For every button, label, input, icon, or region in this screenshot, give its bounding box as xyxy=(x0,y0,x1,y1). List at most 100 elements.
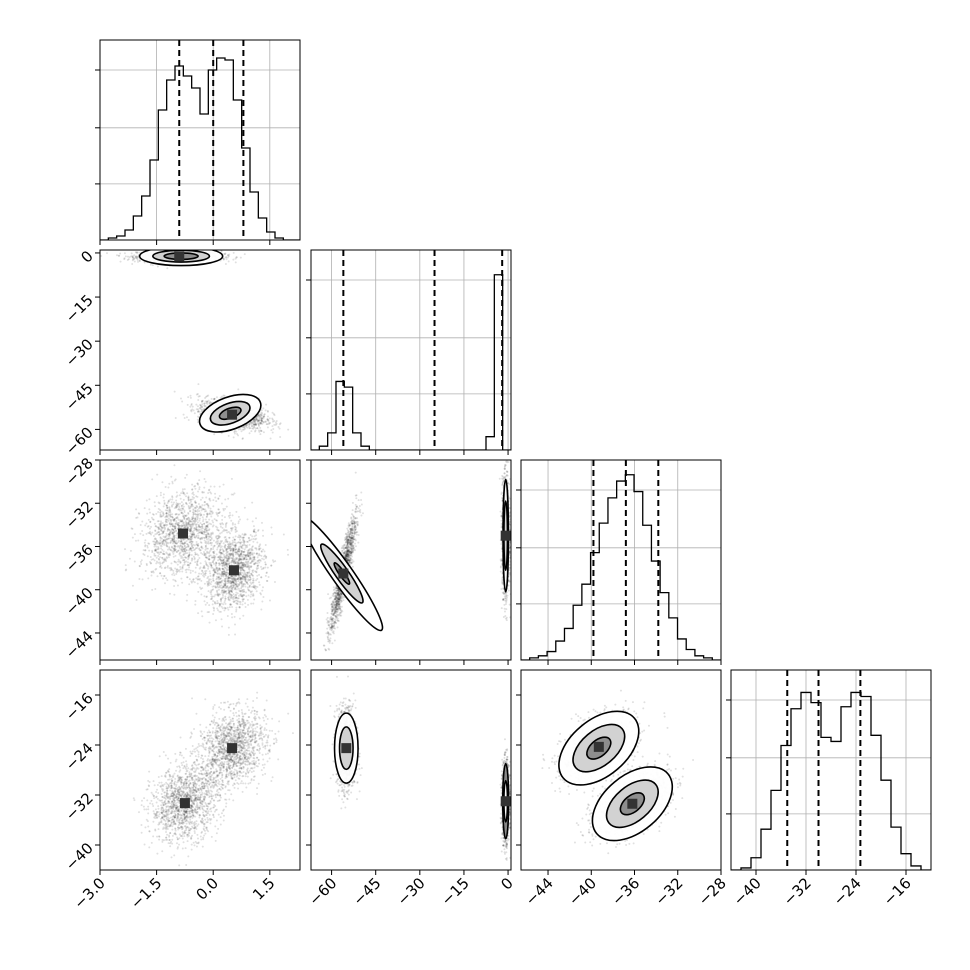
sample-point xyxy=(126,255,129,258)
sample-point xyxy=(174,505,177,508)
sample-point xyxy=(229,593,232,596)
sample-point xyxy=(211,589,214,592)
sample-point xyxy=(170,528,173,531)
sample-point xyxy=(196,517,199,520)
sample-point xyxy=(210,397,213,400)
sample-point xyxy=(199,404,202,407)
sample-point xyxy=(134,539,137,542)
sample-point xyxy=(258,583,261,586)
sample-point xyxy=(189,525,192,528)
sample-point xyxy=(206,529,209,532)
sample-point xyxy=(242,428,245,431)
sample-point xyxy=(199,537,202,540)
sample-point xyxy=(188,529,191,532)
sample-point xyxy=(190,505,193,508)
sample-point xyxy=(165,556,168,559)
sample-point xyxy=(197,514,200,517)
sample-point xyxy=(192,555,195,558)
sample-point xyxy=(201,570,204,573)
sample-point xyxy=(153,501,156,504)
sample-point xyxy=(251,424,254,427)
sample-point xyxy=(166,515,169,518)
sample-point xyxy=(223,558,226,561)
sample-point xyxy=(200,401,203,404)
sample-point xyxy=(230,552,233,555)
sample-point xyxy=(253,421,256,424)
sample-point xyxy=(239,593,242,596)
sample-point xyxy=(176,517,179,520)
sample-point xyxy=(226,559,229,562)
sample-point xyxy=(248,574,251,577)
sample-point xyxy=(155,539,158,542)
sample-point xyxy=(230,589,233,592)
sample-point xyxy=(172,555,175,558)
sample-point xyxy=(149,562,152,565)
sample-point xyxy=(135,255,138,258)
sample-point xyxy=(191,545,194,548)
sample-point xyxy=(241,536,244,539)
sample-point xyxy=(163,582,166,585)
sample-point xyxy=(166,501,169,504)
sample-point xyxy=(138,259,141,262)
sample-point xyxy=(198,547,201,550)
sample-point xyxy=(204,548,207,551)
sample-point xyxy=(215,540,218,543)
sample-point xyxy=(198,506,201,509)
sample-point xyxy=(226,531,229,534)
sample-point xyxy=(237,600,240,603)
sample-point xyxy=(216,519,219,522)
sample-point xyxy=(182,492,185,495)
sample-point xyxy=(177,526,180,529)
sample-point xyxy=(188,553,191,556)
sample-point xyxy=(159,544,162,547)
sample-point xyxy=(189,498,192,501)
sample-point xyxy=(240,567,243,570)
sample-point xyxy=(224,582,227,585)
sample-point xyxy=(160,526,163,529)
sample-point xyxy=(248,424,251,427)
sample-point xyxy=(189,405,192,408)
sample-point xyxy=(164,520,167,523)
sample-point xyxy=(231,586,234,589)
sample-point xyxy=(207,506,210,509)
sample-point xyxy=(210,533,213,536)
sample-point xyxy=(179,508,182,511)
sample-point xyxy=(196,482,199,485)
sample-point xyxy=(223,584,226,587)
sample-point xyxy=(214,582,217,585)
sample-point xyxy=(146,544,149,547)
sample-point xyxy=(260,550,263,553)
sample-point xyxy=(235,593,238,596)
sample-point xyxy=(256,560,259,563)
sample-point xyxy=(208,582,211,585)
sample-point xyxy=(144,549,147,552)
sample-point xyxy=(239,573,242,576)
sample-point xyxy=(271,411,274,414)
sample-point xyxy=(192,578,195,581)
sample-point xyxy=(197,410,200,413)
sample-point xyxy=(140,559,143,562)
sample-point xyxy=(217,512,220,515)
sample-point xyxy=(179,554,182,557)
sample-point xyxy=(255,548,258,551)
sample-point xyxy=(227,592,230,595)
sample-point xyxy=(256,577,259,580)
sample-point xyxy=(182,547,185,550)
sample-point xyxy=(224,564,227,567)
sample-point xyxy=(186,403,189,406)
sample-point xyxy=(191,558,194,561)
sample-point xyxy=(200,408,203,411)
sample-point xyxy=(227,575,230,578)
sample-point xyxy=(197,524,200,527)
sample-point xyxy=(246,565,249,568)
sample-point xyxy=(171,523,174,526)
sample-point xyxy=(204,553,207,556)
sample-point xyxy=(214,492,217,495)
sample-point xyxy=(159,511,162,514)
sample-point xyxy=(196,516,199,519)
sample-point xyxy=(212,574,215,577)
sample-point xyxy=(172,569,175,572)
sample-point xyxy=(182,538,185,541)
sample-point xyxy=(185,503,188,506)
sample-point xyxy=(180,520,183,523)
